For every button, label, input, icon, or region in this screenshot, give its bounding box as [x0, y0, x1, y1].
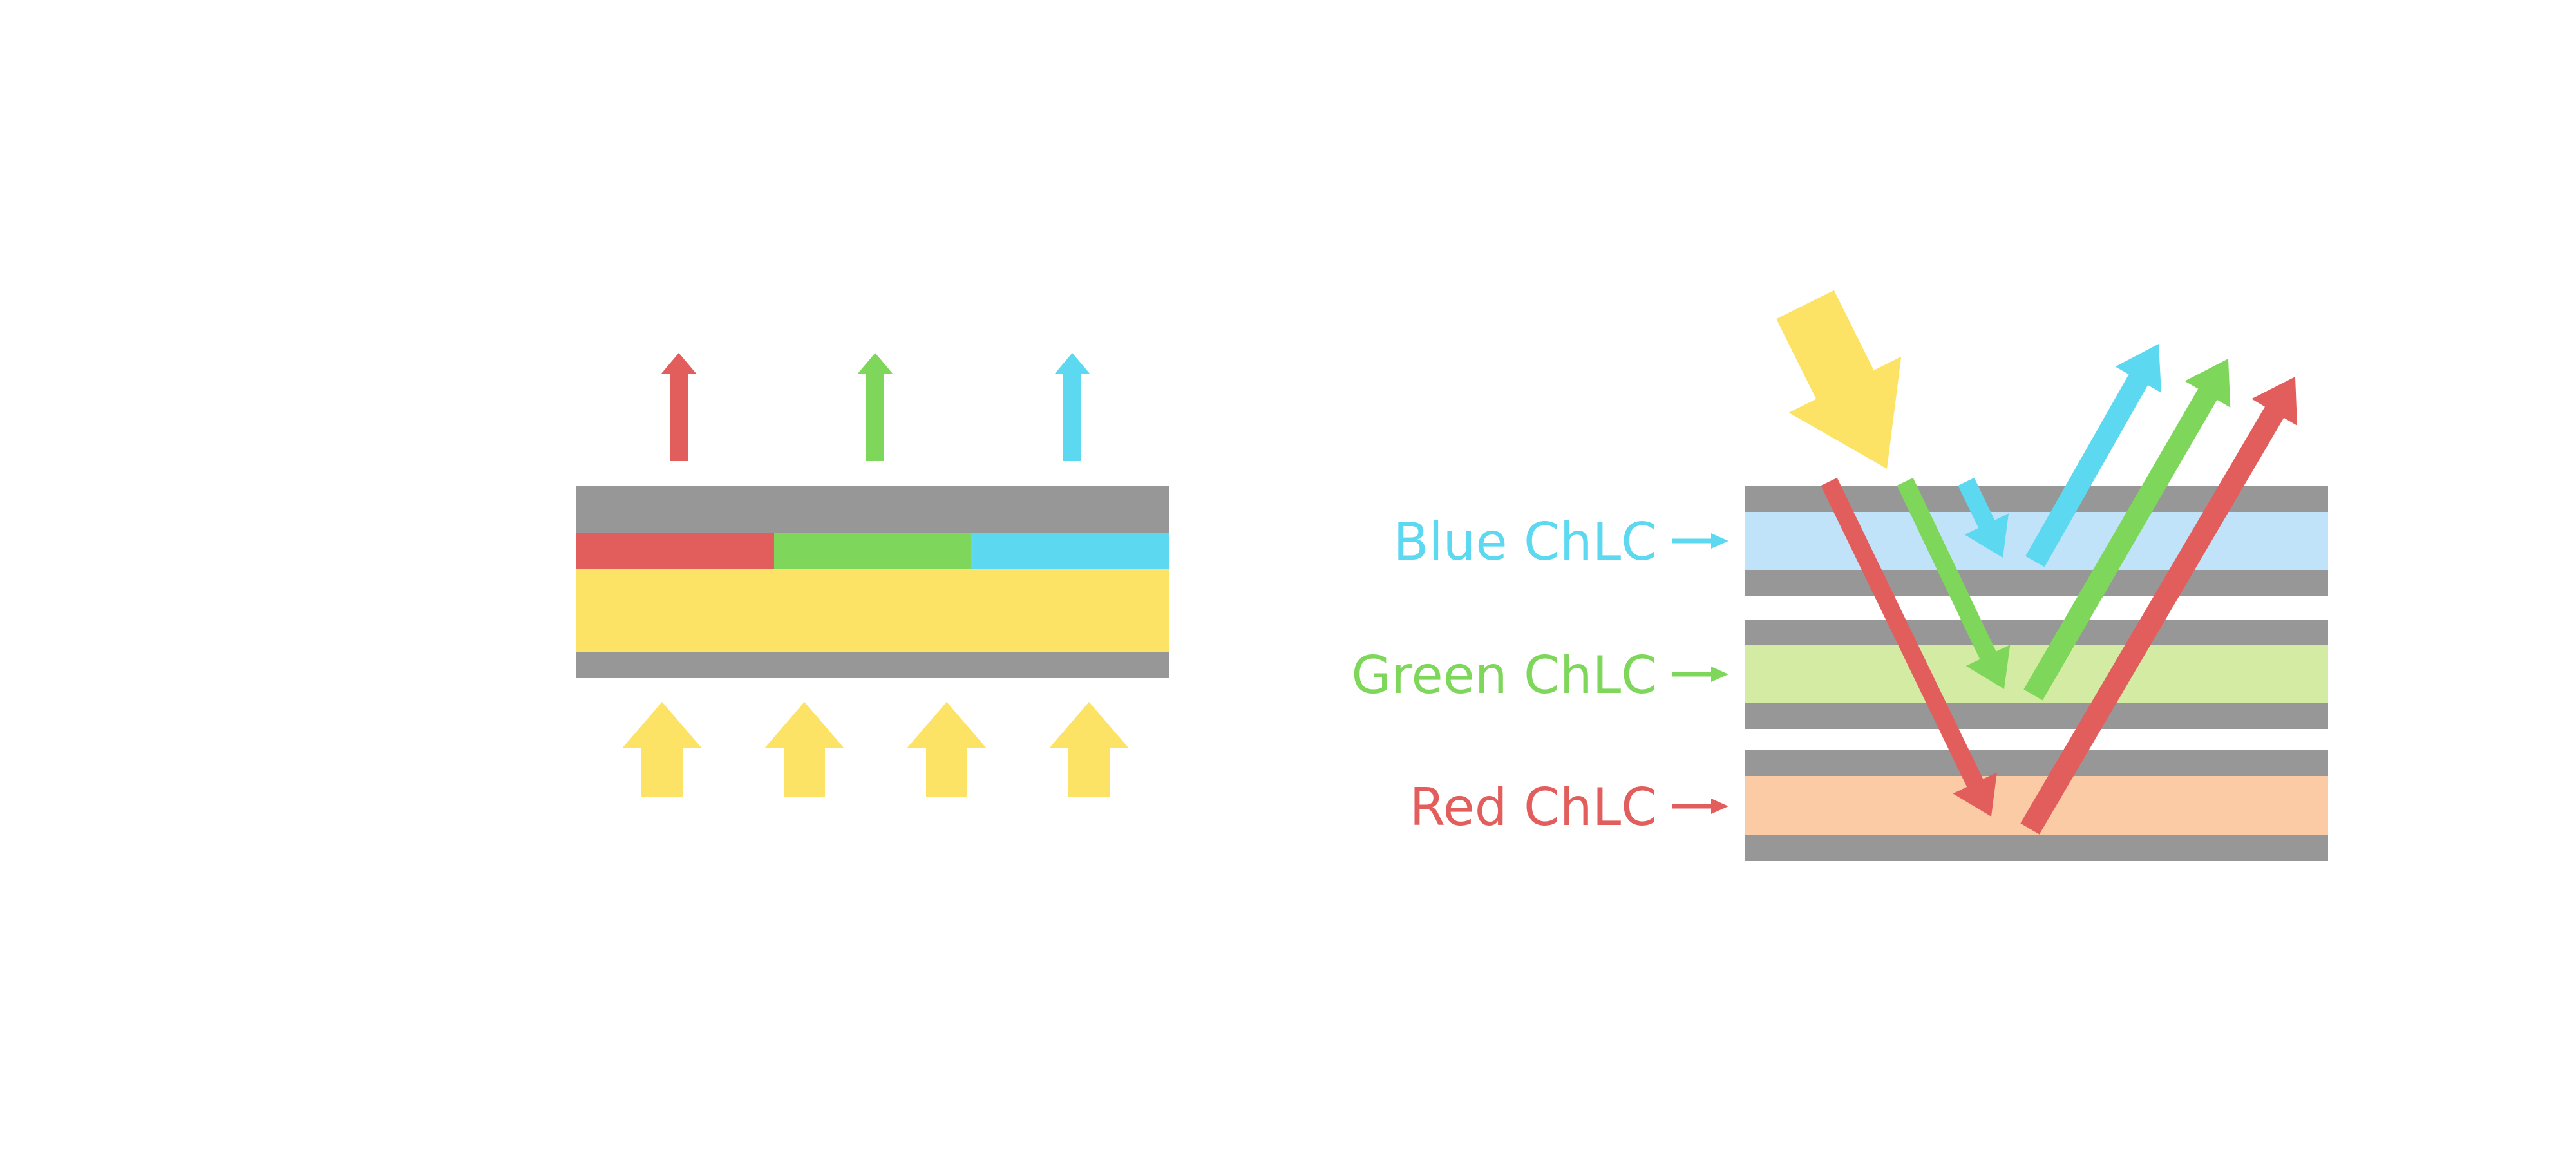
blue-chlc-label: Blue ChLC — [1394, 512, 1657, 572]
left-bottom-substrate — [576, 652, 1169, 678]
backlight-arrow-1 — [622, 702, 702, 797]
right-incoming-rays — [1821, 477, 2011, 817]
blue-reflected-ray — [2025, 344, 2161, 567]
backlight-arrow-2 — [764, 702, 844, 797]
right-incident-light — [1776, 290, 1902, 469]
green-label-arrow — [1672, 667, 1728, 682]
left-emitted-light-arrows — [661, 353, 1090, 461]
green-incoming-ray — [1897, 478, 2011, 689]
blue-output-arrow — [1055, 353, 1090, 461]
green-chlc-label: Green ChLC — [1351, 645, 1657, 705]
red-chlc-label: Red ChLC — [1410, 777, 1657, 837]
incident-white-light-arrow — [1776, 290, 1902, 469]
left-red-pixel — [576, 533, 774, 569]
red-reflected-ray — [2020, 377, 2297, 835]
right-reflected-rays — [2020, 344, 2297, 835]
red-incoming-ray — [1821, 477, 1997, 817]
green-output-arrow — [858, 353, 893, 461]
blue-label-arrow — [1672, 533, 1728, 549]
green-reflected-ray — [2023, 359, 2231, 701]
left-display-stack — [576, 486, 1169, 678]
backlight-arrow-3 — [907, 702, 987, 797]
backlight-arrow-4 — [1049, 702, 1129, 797]
left-backlight-arrows — [622, 702, 1129, 797]
red-cell-top-substrate — [1745, 750, 2328, 776]
left-backlight-layer — [576, 569, 1169, 652]
left-blue-pixel — [971, 533, 1169, 569]
left-green-pixel — [774, 533, 971, 569]
green-cell-top-substrate — [1745, 620, 2328, 645]
red-cell-bottom-substrate — [1745, 835, 2328, 861]
left-top-substrate — [576, 486, 1169, 533]
red-label-arrow — [1672, 799, 1728, 814]
red-output-arrow — [661, 353, 696, 461]
blue-incoming-ray — [1958, 477, 2009, 558]
right-layer-labels: Blue ChLC Green ChLC Red ChLC — [1351, 512, 1728, 837]
blue-cell-bottom-substrate — [1745, 570, 2328, 596]
green-cell-bottom-substrate — [1745, 703, 2328, 729]
